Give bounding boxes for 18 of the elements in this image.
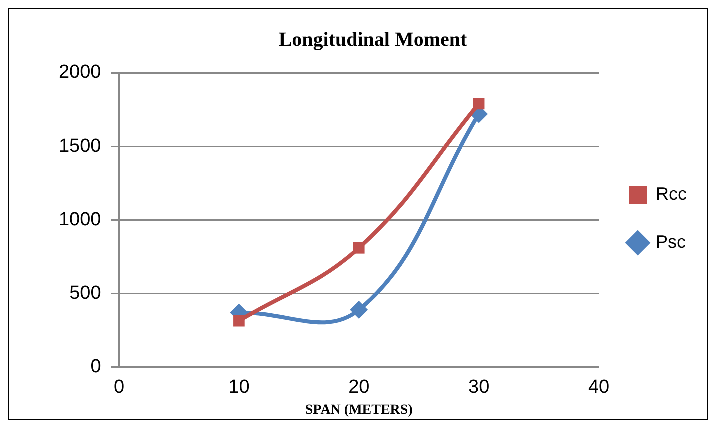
chart-title: Longitudinal Moment: [278, 29, 468, 52]
point: [353, 242, 365, 254]
x-tick-label: 10: [228, 377, 250, 398]
point: [234, 315, 245, 327]
y-tick-label: 500: [70, 283, 102, 304]
y-tick-label: 0: [90, 356, 102, 378]
x-tick-label: 30: [468, 377, 490, 398]
x-tick-label: 0: [114, 377, 125, 398]
x-tick-label: 40: [588, 377, 610, 398]
y-tick-label: 1000: [58, 209, 102, 230]
y-tick-label: 2000: [58, 62, 102, 84]
legend-label: Rcc: [656, 184, 687, 204]
point: [473, 98, 485, 110]
x-axis-title: SPAN (METERS): [305, 403, 414, 418]
legend-label: Psc: [656, 232, 686, 252]
y-tick-label: 1500: [58, 136, 102, 157]
x-tick-label: 20: [348, 377, 370, 398]
point: [350, 300, 368, 319]
